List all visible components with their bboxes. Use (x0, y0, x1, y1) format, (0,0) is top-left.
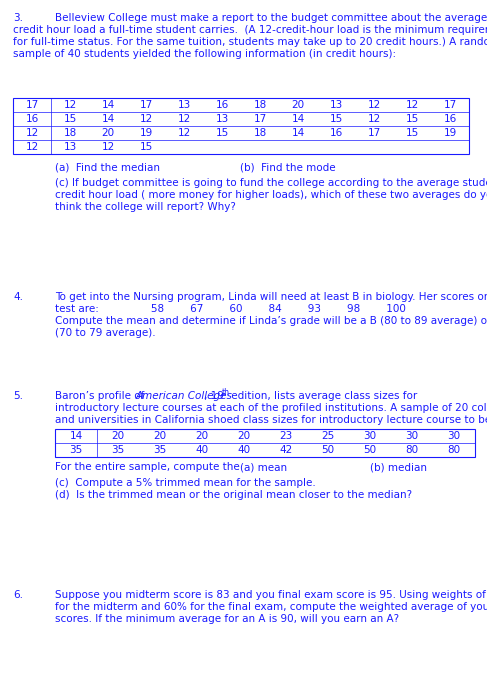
Text: 16: 16 (329, 128, 343, 138)
Text: 20: 20 (291, 100, 304, 110)
Text: 20: 20 (101, 128, 114, 138)
Text: 12: 12 (25, 142, 38, 152)
Text: 80: 80 (448, 445, 461, 455)
Text: 17: 17 (253, 114, 266, 124)
Text: th: th (222, 388, 229, 397)
Text: think the college will report? Why?: think the college will report? Why? (55, 202, 236, 212)
Text: 13: 13 (177, 100, 190, 110)
Text: To get into the Nursing program, Linda will need at least B in biology. Her scor: To get into the Nursing program, Linda w… (55, 292, 487, 302)
Text: (70 to 79 average).: (70 to 79 average). (55, 328, 156, 338)
Text: 25: 25 (321, 431, 335, 441)
Text: 16: 16 (215, 100, 228, 110)
Text: 35: 35 (112, 445, 125, 455)
Text: American Colleges: American Colleges (136, 391, 233, 401)
Text: 42: 42 (280, 445, 293, 455)
Text: 20: 20 (195, 431, 208, 441)
Text: 13: 13 (329, 100, 343, 110)
Text: credit hour load a full-time student carries.  (A 12-credit-hour load is the min: credit hour load a full-time student car… (13, 25, 487, 35)
Text: (a) mean: (a) mean (240, 462, 287, 472)
Text: 35: 35 (153, 445, 167, 455)
Text: 17: 17 (443, 100, 457, 110)
Text: 15: 15 (215, 128, 228, 138)
Bar (13, 98, 469, 154)
Text: 4.: 4. (13, 292, 23, 302)
Text: 20: 20 (112, 431, 125, 441)
Text: 14: 14 (101, 100, 114, 110)
Text: 15: 15 (405, 114, 419, 124)
Text: 18: 18 (63, 128, 76, 138)
Text: and universities in California shoed class sizes for introductory lecture course: and universities in California shoed cla… (55, 415, 487, 425)
Text: 13: 13 (215, 114, 228, 124)
Text: 14: 14 (291, 114, 305, 124)
Text: 18: 18 (253, 128, 266, 138)
Text: credit hour load ( more money for higher loads), which of these two averages do : credit hour load ( more money for higher… (55, 190, 487, 200)
Text: (b)  Find the mode: (b) Find the mode (240, 162, 336, 172)
Text: For the entire sample, compute the: For the entire sample, compute the (55, 462, 240, 472)
Text: 15: 15 (63, 114, 76, 124)
Text: 15: 15 (405, 128, 419, 138)
Text: 14: 14 (69, 431, 83, 441)
Text: Baron’s profile of: Baron’s profile of (55, 391, 148, 401)
Text: 17: 17 (139, 100, 152, 110)
Bar (55, 429, 475, 457)
Text: 12: 12 (367, 114, 381, 124)
Text: 80: 80 (406, 445, 418, 455)
Text: (a)  Find the median: (a) Find the median (55, 162, 160, 172)
Text: 12: 12 (405, 100, 419, 110)
Text: 3.: 3. (13, 13, 23, 23)
Text: edition, lists average class sizes for: edition, lists average class sizes for (228, 391, 417, 401)
Text: 20: 20 (153, 431, 167, 441)
Text: Belleview College must make a report to the budget committee about the average: Belleview College must make a report to … (55, 13, 487, 23)
Text: 12: 12 (367, 100, 381, 110)
Text: 30: 30 (406, 431, 418, 441)
Text: 20: 20 (238, 431, 251, 441)
Text: 50: 50 (321, 445, 335, 455)
Text: (c)  Compute a 5% trimmed mean for the sample.: (c) Compute a 5% trimmed mean for the sa… (55, 478, 316, 488)
Text: 13: 13 (63, 142, 76, 152)
Text: 15: 15 (329, 114, 343, 124)
Text: (d)  Is the trimmed mean or the original mean closer to the median?: (d) Is the trimmed mean or the original … (55, 490, 412, 500)
Text: 12: 12 (177, 128, 190, 138)
Text: 12: 12 (139, 114, 152, 124)
Text: 17: 17 (25, 100, 38, 110)
Text: 16: 16 (25, 114, 38, 124)
Text: 12: 12 (101, 142, 114, 152)
Text: 14: 14 (291, 128, 305, 138)
Text: 18: 18 (253, 100, 266, 110)
Text: Compute the mean and determine if Linda’s grade will be a B (80 to 89 average) o: Compute the mean and determine if Linda’… (55, 316, 487, 326)
Text: sample of 40 students yielded the following information (in credit hours):: sample of 40 students yielded the follow… (13, 49, 396, 59)
Text: 40: 40 (238, 445, 251, 455)
Text: 16: 16 (443, 114, 457, 124)
Text: 35: 35 (69, 445, 83, 455)
Text: 30: 30 (448, 431, 461, 441)
Text: introductory lecture courses at each of the profiled institutions. A sample of 2: introductory lecture courses at each of … (55, 403, 487, 413)
Text: , 19: , 19 (205, 391, 224, 401)
Text: 12: 12 (177, 114, 190, 124)
Text: 6.: 6. (13, 590, 23, 600)
Text: 14: 14 (101, 114, 114, 124)
Text: 12: 12 (63, 100, 76, 110)
Text: 5.: 5. (13, 391, 23, 401)
Text: 50: 50 (363, 445, 376, 455)
Text: for full-time status. For the same tuition, students may take up to 20 credit ho: for full-time status. For the same tuiti… (13, 37, 487, 47)
Text: 23: 23 (280, 431, 293, 441)
Text: for the midterm and 60% for the final exam, compute the weighted average of your: for the midterm and 60% for the final ex… (55, 602, 487, 612)
Text: 30: 30 (363, 431, 376, 441)
Text: (c) If budget committee is going to fund the college according to the average st: (c) If budget committee is going to fund… (55, 178, 487, 188)
Text: 12: 12 (25, 128, 38, 138)
Text: (b) median: (b) median (370, 462, 427, 472)
Text: 17: 17 (367, 128, 381, 138)
Text: 40: 40 (195, 445, 208, 455)
Text: 19: 19 (443, 128, 457, 138)
Text: 19: 19 (139, 128, 152, 138)
Text: test are:                58        67        60        84        93        98   : test are: 58 67 60 84 93 98 (55, 304, 406, 314)
Text: scores. If the minimum average for an A is 90, will you earn an A?: scores. If the minimum average for an A … (55, 614, 399, 624)
Text: Suppose you midterm score is 83 and you final exam score is 95. Using weights of: Suppose you midterm score is 83 and you … (55, 590, 487, 600)
Text: 15: 15 (139, 142, 152, 152)
